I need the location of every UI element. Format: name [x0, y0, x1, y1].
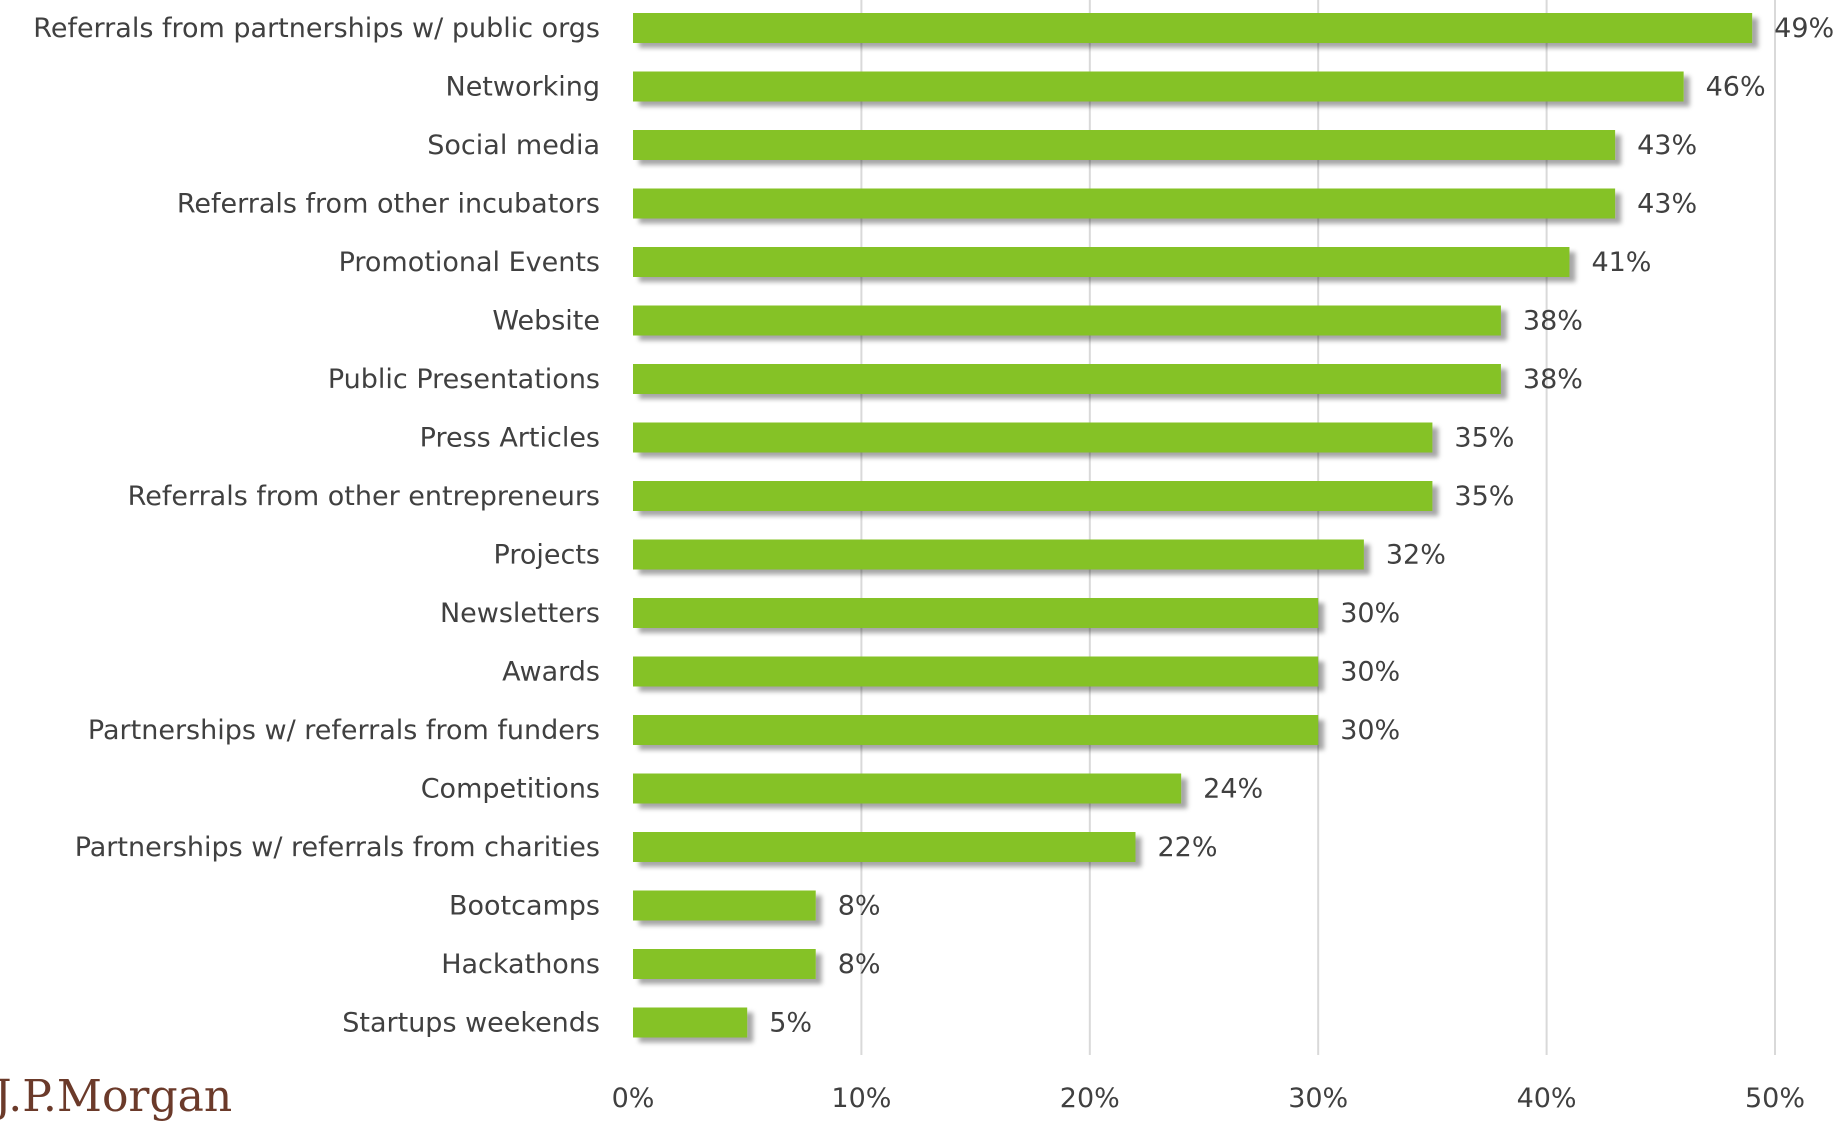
- category-label: Public Presentations: [328, 364, 600, 395]
- value-labels: 49% 46% 43% 43% 41% 38% 38% 35% 35% 32% 30% 30% 30% 2…: [769, 13, 1833, 1039]
- bar: [633, 130, 1616, 160]
- bar: [633, 1007, 748, 1038]
- value-label: 35%: [1454, 423, 1514, 454]
- bar: [633, 364, 1501, 394]
- gridlines: [860, 0, 1776, 1055]
- x-tick-labels: 0% 10% 20% 30% 40% 50%: [612, 1083, 1805, 1111]
- value-label: 8%: [838, 949, 881, 980]
- bar: [633, 949, 816, 979]
- value-label: 41%: [1591, 247, 1651, 278]
- x-tick-label: 10%: [831, 1083, 891, 1111]
- category-label: Awards: [502, 657, 600, 688]
- category-label: Referrals from other entrepreneurs: [128, 481, 600, 512]
- category-labels: Referrals from partnerships w/ public or…: [33, 13, 600, 1039]
- category-label: Bootcamps: [449, 891, 600, 922]
- value-label: 38%: [1523, 306, 1583, 337]
- category-label: Competitions: [421, 774, 600, 805]
- value-label: 24%: [1203, 774, 1263, 805]
- x-tick-label: 40%: [1517, 1083, 1577, 1111]
- bar: [633, 773, 1182, 804]
- category-label: Partnerships w/ referrals from funders: [88, 715, 600, 746]
- value-label: 22%: [1157, 832, 1217, 863]
- value-label: 30%: [1340, 715, 1400, 746]
- category-label: Partnerships w/ referrals from charities: [75, 832, 600, 863]
- bars: [633, 13, 1753, 1038]
- category-label: Newsletters: [440, 598, 600, 629]
- value-label: 32%: [1386, 540, 1446, 571]
- bar: [633, 247, 1570, 277]
- bar: [633, 71, 1684, 102]
- category-label: Promotional Events: [339, 247, 600, 278]
- bar: [633, 422, 1433, 453]
- x-tick-label: 20%: [1060, 1083, 1120, 1111]
- value-label: 30%: [1340, 598, 1400, 629]
- value-label: 43%: [1637, 130, 1697, 161]
- bar: [633, 481, 1433, 511]
- x-tick-label: 50%: [1745, 1083, 1805, 1111]
- category-label: Social media: [427, 130, 600, 161]
- value-label: 5%: [769, 1008, 812, 1039]
- value-label: 30%: [1340, 657, 1400, 688]
- bar: [633, 715, 1319, 745]
- category-label: Referrals from partnerships w/ public or…: [33, 13, 600, 44]
- value-label: 43%: [1637, 189, 1697, 220]
- x-tick-label: 0%: [612, 1083, 655, 1111]
- category-label: Hackathons: [441, 949, 600, 980]
- category-label: Website: [492, 306, 600, 337]
- bar: [633, 832, 1136, 862]
- category-label: Startups weekends: [342, 1008, 600, 1039]
- x-tick-label: 30%: [1288, 1083, 1348, 1111]
- value-label: 49%: [1774, 13, 1833, 44]
- value-label: 35%: [1454, 481, 1514, 512]
- value-label: 46%: [1706, 72, 1766, 103]
- bar: [633, 890, 816, 921]
- bar: [633, 188, 1616, 219]
- bar: [633, 539, 1364, 570]
- category-label: Networking: [446, 72, 601, 103]
- bar: [633, 598, 1319, 628]
- category-label: Press Articles: [420, 423, 600, 454]
- bar: [633, 305, 1501, 336]
- jpmorgan-logo: J.P.Morgan: [0, 1071, 233, 1122]
- value-label: 38%: [1523, 364, 1583, 395]
- bar: [633, 656, 1319, 687]
- bar: [633, 13, 1753, 43]
- category-label: Referrals from other incubators: [177, 189, 600, 220]
- value-label: 8%: [838, 891, 881, 922]
- category-label: Projects: [494, 540, 600, 571]
